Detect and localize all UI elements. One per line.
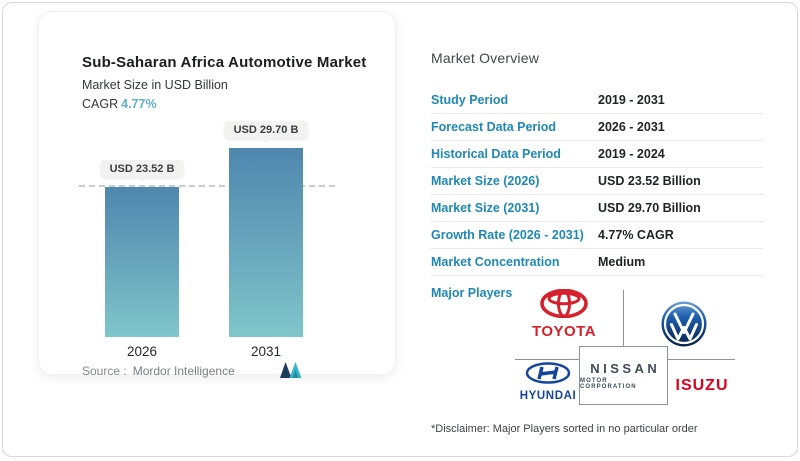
row-value: 2019 - 2031 (598, 93, 665, 107)
market-chart-card: Sub-Saharan Africa Automotive Market Mar… (38, 11, 396, 378)
row-value: USD 29.70 Billion (598, 201, 701, 215)
bar-2031 (229, 148, 303, 337)
bar-value-tooltip-2026: USD 23.52 B (100, 160, 184, 178)
table-row: Market Concentration Medium (431, 249, 763, 276)
cagr-value: 4.77% (121, 97, 157, 111)
nissan-subtext: MOTOR CORPORATION (580, 378, 637, 390)
toyota-wordmark: TOYOTA (531, 323, 597, 340)
source-attribution: Source : Mordor Intelligence (82, 364, 235, 378)
players-divider-horizontal-right (667, 359, 735, 360)
row-value: Medium (598, 255, 646, 269)
cagr-label: CAGR (82, 97, 119, 111)
overview-title: Market Overview (431, 50, 540, 66)
mordor-intelligence-logo-icon (280, 362, 302, 378)
nissan-logo: NISSAN MOTOR CORPORATION (579, 346, 668, 405)
row-label: Historical Data Period (431, 147, 561, 161)
major-players-label: Major Players (431, 286, 513, 300)
source-name: Mordor Intelligence (132, 364, 235, 378)
row-value: 4.77% CAGR (598, 228, 674, 242)
row-label: Study Period (431, 93, 509, 107)
table-row: Market Size (2026) USD 23.52 Billion (431, 168, 763, 195)
row-value: 2026 - 2031 (598, 120, 665, 134)
source-label: Source : (82, 364, 127, 378)
row-value: USD 23.52 Billion (598, 174, 701, 188)
row-label: Forecast Data Period (431, 120, 557, 134)
hyundai-logo: HYUNDAI (511, 362, 585, 402)
table-row: Forecast Data Period 2026 - 2031 (431, 114, 763, 141)
row-value: 2019 - 2024 (598, 147, 665, 161)
table-row: Growth Rate (2026 - 2031) 4.77% CAGR (431, 222, 763, 249)
chart-subtitle: Market Size in USD Billion (82, 78, 228, 92)
row-label: Market Size (2026) (431, 174, 540, 188)
nissan-wordmark: NISSAN (590, 361, 661, 376)
table-row: Study Period 2019 - 2031 (431, 87, 763, 114)
cagr-line: CAGR 4.77% (82, 97, 157, 111)
overview-table: Study Period 2019 - 2031 Forecast Data P… (431, 87, 763, 276)
bar-value-tooltip-2031: USD 29.70 B (224, 121, 308, 139)
row-label: Market Size (2031) (431, 201, 540, 215)
reference-dashed-line (79, 185, 335, 187)
table-row: Historical Data Period 2019 - 2024 (431, 141, 763, 168)
disclaimer-text: *Disclaimer: Major Players sorted in no … (431, 423, 698, 435)
players-divider-horizontal-left (515, 359, 580, 360)
x-axis-label-2031: 2031 (250, 344, 282, 359)
hyundai-emblem-icon (525, 362, 571, 384)
players-divider-vertical (623, 290, 624, 346)
x-axis-label-2026: 2026 (126, 344, 158, 359)
row-label: Market Concentration (431, 255, 560, 269)
chart-title: Sub-Saharan Africa Automotive Market (82, 54, 367, 71)
hyundai-wordmark: HYUNDAI (519, 390, 577, 402)
row-label: Growth Rate (2026 - 2031) (431, 228, 584, 242)
table-row: Market Size (2031) USD 29.70 Billion (431, 195, 763, 222)
toyota-emblem-icon (540, 288, 588, 319)
bar-2026 (105, 187, 179, 337)
isuzu-logo: ISUZU (675, 377, 729, 394)
volkswagen-logo (661, 301, 707, 347)
toyota-logo: TOYOTA (526, 288, 602, 340)
